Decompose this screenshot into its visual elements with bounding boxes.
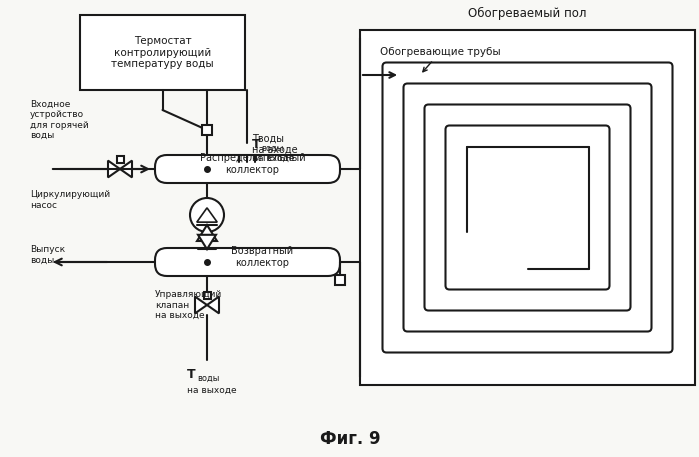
Text: на входе: на входе bbox=[252, 154, 294, 163]
Text: Термостат
контролирующий
температуру воды: Термостат контролирующий температуру вод… bbox=[111, 36, 214, 69]
Text: Обогреваемый пол: Обогреваемый пол bbox=[468, 7, 586, 20]
Polygon shape bbox=[197, 208, 217, 222]
Polygon shape bbox=[197, 225, 217, 241]
Text: Входное
устройство
для горячей
воды: Входное устройство для горячей воды bbox=[30, 100, 89, 140]
Polygon shape bbox=[198, 235, 216, 249]
Polygon shape bbox=[120, 160, 132, 177]
Text: Фиг. 9: Фиг. 9 bbox=[319, 430, 380, 448]
FancyBboxPatch shape bbox=[155, 155, 340, 183]
Text: Т: Т bbox=[187, 368, 196, 382]
Text: на выходе: на выходе bbox=[187, 386, 237, 394]
FancyBboxPatch shape bbox=[203, 292, 210, 299]
Polygon shape bbox=[207, 297, 219, 314]
Text: Обогревающие трубы: Обогревающие трубы bbox=[380, 47, 500, 72]
Polygon shape bbox=[108, 160, 120, 177]
Polygon shape bbox=[195, 297, 207, 314]
FancyBboxPatch shape bbox=[117, 156, 124, 163]
Text: Циркулирующий
насос: Циркулирующий насос bbox=[30, 190, 110, 210]
Text: Тводы
на входе: Тводы на входе bbox=[252, 133, 298, 155]
Text: воды: воды bbox=[197, 373, 219, 383]
Text: Возвратный
коллектор: Возвратный коллектор bbox=[231, 246, 294, 268]
FancyBboxPatch shape bbox=[335, 275, 345, 285]
Text: Т: Т bbox=[252, 138, 261, 152]
Text: Распределительный
коллектор: Распределительный коллектор bbox=[200, 153, 305, 175]
Text: Выпуск
воды: Выпуск воды bbox=[30, 245, 65, 265]
FancyBboxPatch shape bbox=[155, 248, 340, 276]
FancyBboxPatch shape bbox=[202, 125, 212, 135]
FancyBboxPatch shape bbox=[80, 15, 245, 90]
Text: Управляющий
клапан
на выходе: Управляющий клапан на выходе bbox=[155, 290, 222, 320]
FancyBboxPatch shape bbox=[360, 30, 695, 385]
Text: воды: воды bbox=[261, 143, 283, 153]
Circle shape bbox=[190, 198, 224, 232]
